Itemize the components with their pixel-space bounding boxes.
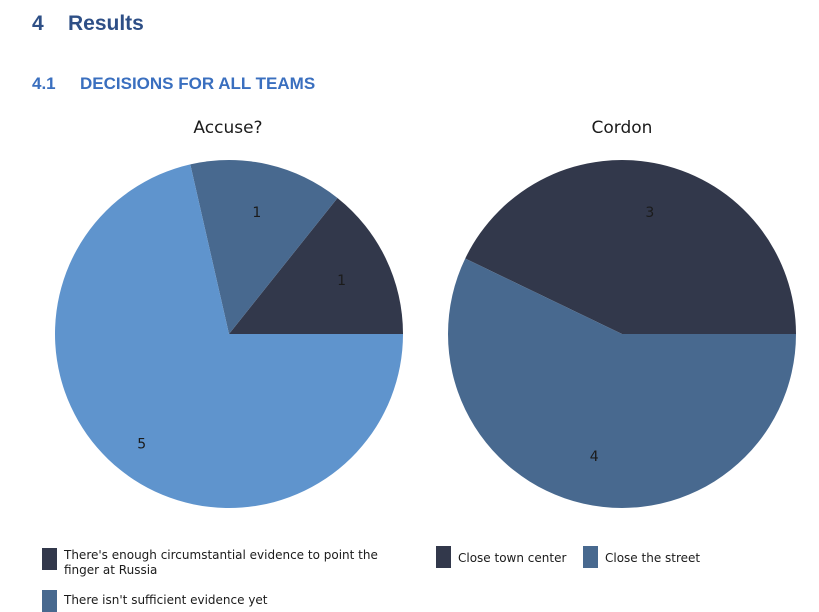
cordon-chart-title: Cordon [591, 118, 653, 138]
legend-swatch [436, 546, 451, 568]
accuse-chart-title: Accuse? [193, 118, 263, 138]
pie-slice [55, 164, 403, 508]
legend-label: There's enough circumstantial evidence t… [64, 548, 378, 577]
subsection-title: DECISIONS FOR ALL TEAMS [80, 74, 316, 93]
legend-swatch [42, 590, 57, 612]
pie-slice [229, 197, 403, 334]
accuse-pie: 1 1 5 [55, 160, 403, 508]
pie-slice [465, 159, 796, 334]
subsection-heading: 4.1 DECISIONS FOR ALL TEAMS [32, 74, 315, 94]
pie-data-label: 3 [645, 205, 654, 221]
legend-label: Close the street [605, 551, 701, 565]
cordon-pie: 34 [448, 159, 796, 508]
legend-item-insufficient-evidence: There isn't sufficient evidence yet [42, 590, 268, 612]
pie-data-label: 1 [337, 273, 346, 289]
legend-item-enough-evidence: There's enough circumstantial evidence t… [42, 548, 378, 578]
legend-swatch [583, 546, 598, 568]
subsection-number: 4.1 [32, 74, 56, 93]
section-number: 4 [32, 12, 44, 35]
pie-slice [190, 160, 338, 334]
legend-label: There isn't sufficient evidence yet [64, 593, 268, 607]
legend-label: Close town center [458, 551, 567, 565]
pie-data-label: 4 [590, 449, 599, 465]
pie-data-label: 1 [252, 205, 261, 221]
section-heading: 4 Results [32, 12, 144, 36]
legend-item-close-town-center: Close town center [436, 546, 566, 568]
legend-item-close-the-street: Close the street [583, 546, 700, 568]
pie-slice [448, 258, 796, 508]
pie-data-label: 5 [137, 436, 146, 452]
legend-swatch [42, 548, 57, 570]
section-title: Results [68, 12, 144, 35]
